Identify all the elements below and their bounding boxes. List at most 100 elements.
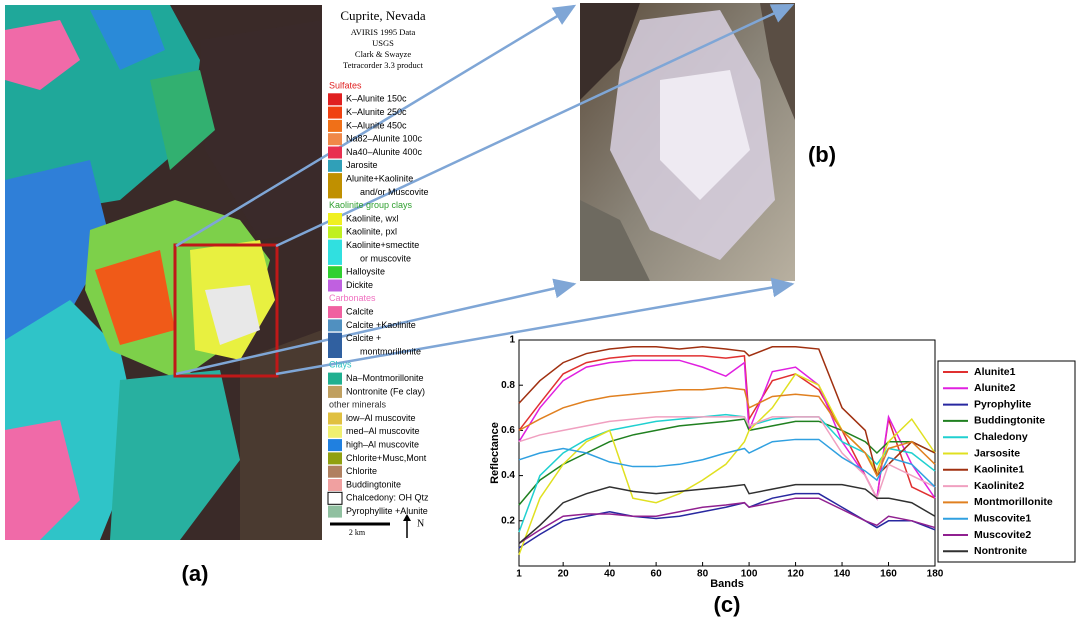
legend-label: Kaolinite2 (974, 480, 1024, 492)
legend-label: Montmorillonite (974, 496, 1053, 508)
legend-swatch (328, 465, 342, 478)
panel-label: (a) (182, 561, 209, 586)
zoom-arrows (175, 3, 795, 376)
series-line (518, 416, 936, 501)
legend-label: med–Al muscovite (346, 426, 420, 436)
x-tick-label: 20 (558, 569, 570, 580)
series-line (518, 346, 936, 478)
legend-label: Kaolinite+smectite (346, 240, 419, 250)
map-credit: USGS (372, 38, 394, 48)
legend-label: Chlorite+Musc,Mont (346, 453, 427, 463)
legend-label: Chlorite (346, 466, 377, 476)
x-tick-label: 100 (741, 569, 758, 580)
series-line (518, 386, 936, 478)
map-legend-frame (322, 5, 445, 540)
y-axis-label: Reflectance (489, 422, 501, 484)
legend-swatch (328, 505, 342, 518)
legend-swatch (328, 173, 342, 199)
legend-heading: Sulfates (329, 80, 362, 90)
series-line (518, 372, 936, 555)
legend-label: Kaolinite, wxl (346, 213, 399, 223)
legend-label: Chalcedony: OH Qtz (346, 493, 429, 503)
series-line (518, 418, 936, 506)
legend-label: or muscovite (360, 253, 411, 263)
legend-label: Nontronite (Fe clay) (346, 386, 425, 396)
legend-swatch (328, 425, 342, 438)
panel-label: (c) (714, 592, 741, 617)
x-tick-label: 120 (787, 569, 804, 580)
legend-label: Pyrophyllite +Alunite (346, 506, 428, 516)
panel-label: (b) (808, 142, 836, 167)
series-line (518, 483, 936, 544)
map-credit: Clark & Swayze (355, 49, 411, 59)
legend-label: Alunite+Kaolinite (346, 173, 413, 183)
map-credit: Tetracorder 3.3 product (343, 60, 424, 70)
legend-swatch (328, 332, 342, 358)
legend-label: Na82–Alunite 100c (346, 134, 423, 144)
north-label: N (417, 518, 424, 529)
legend-label: montmorillonite (360, 346, 421, 356)
legend-label: Nontronite (974, 545, 1027, 557)
y-tick-label: 0.6 (501, 425, 515, 436)
x-tick-label: 1 (516, 569, 522, 580)
x-tick-label: 60 (651, 569, 663, 580)
legend-frame (937, 360, 1076, 563)
y-tick-label: 0.4 (501, 470, 515, 481)
series-line (518, 438, 936, 488)
legend-swatch (328, 319, 342, 332)
legend-label: low–Al muscovite (346, 413, 416, 423)
legend-label: high–Al muscovite (346, 439, 419, 449)
legend-label: Calcite +Kaolinite (346, 320, 416, 330)
legend-swatch (328, 266, 342, 279)
legend-label: Alunite1 (974, 366, 1016, 378)
legend-swatch (328, 452, 342, 465)
x-tick-label: 160 (880, 569, 897, 580)
legend-swatch (328, 439, 342, 452)
x-tick-label: 180 (927, 569, 944, 580)
legend-label: Na–Montmorillonite (346, 373, 424, 383)
map-title: Cuprite, Nevada (340, 8, 425, 23)
legend-label: and/or Muscovite (360, 187, 429, 197)
legend-label: Pyrophylite (974, 398, 1031, 410)
legend-swatch (328, 133, 342, 146)
legend-swatch (328, 146, 342, 159)
legend-swatch (328, 213, 342, 225)
legend-heading: Clays (329, 360, 352, 370)
y-tick-label: 0.8 (501, 380, 515, 391)
legend-label: Muscovite1 (974, 512, 1031, 524)
legend-swatch (327, 491, 343, 505)
legend-label: Muscovite2 (974, 529, 1031, 541)
legend-heading: other minerals (329, 400, 387, 410)
mineral-map (5, 5, 322, 540)
legend-label: Kaolinite, pxl (346, 227, 397, 237)
map-credit: AVIRIS 1995 Data (351, 27, 416, 37)
scale-label: 2 km (349, 528, 366, 537)
legend-label: Jarosite (346, 160, 378, 170)
legend-label: Chaledony (974, 431, 1028, 443)
legend-label: K–Alunite 250c (346, 107, 407, 117)
legend-label: Dickite (346, 280, 373, 290)
legend-label: Jarsosite (974, 447, 1020, 459)
x-tick-label: 140 (834, 569, 851, 580)
legend-swatch (328, 119, 342, 132)
legend-label: Alunite2 (974, 382, 1016, 394)
legend-swatch (328, 412, 342, 425)
legend-swatch (328, 93, 342, 106)
legend-label: Halloysite (346, 267, 385, 277)
rgb-image (580, 3, 795, 281)
legend-heading: Carbonates (329, 293, 376, 303)
x-axis-label: Bands (710, 578, 744, 590)
legend-label: Kaolinite1 (974, 464, 1024, 476)
legend-label: K–Alunite 450c (346, 120, 407, 130)
legend-swatch (328, 385, 342, 398)
legend-swatch (328, 479, 342, 491)
x-tick-label: 40 (604, 569, 616, 580)
legend-swatch (328, 106, 342, 119)
legend-label: Calcite + (346, 333, 381, 343)
legend-swatch (328, 306, 342, 319)
legend-label: Na40–Alunite 400c (346, 147, 423, 157)
legend-swatch (328, 226, 342, 239)
legend-swatch (328, 159, 342, 172)
